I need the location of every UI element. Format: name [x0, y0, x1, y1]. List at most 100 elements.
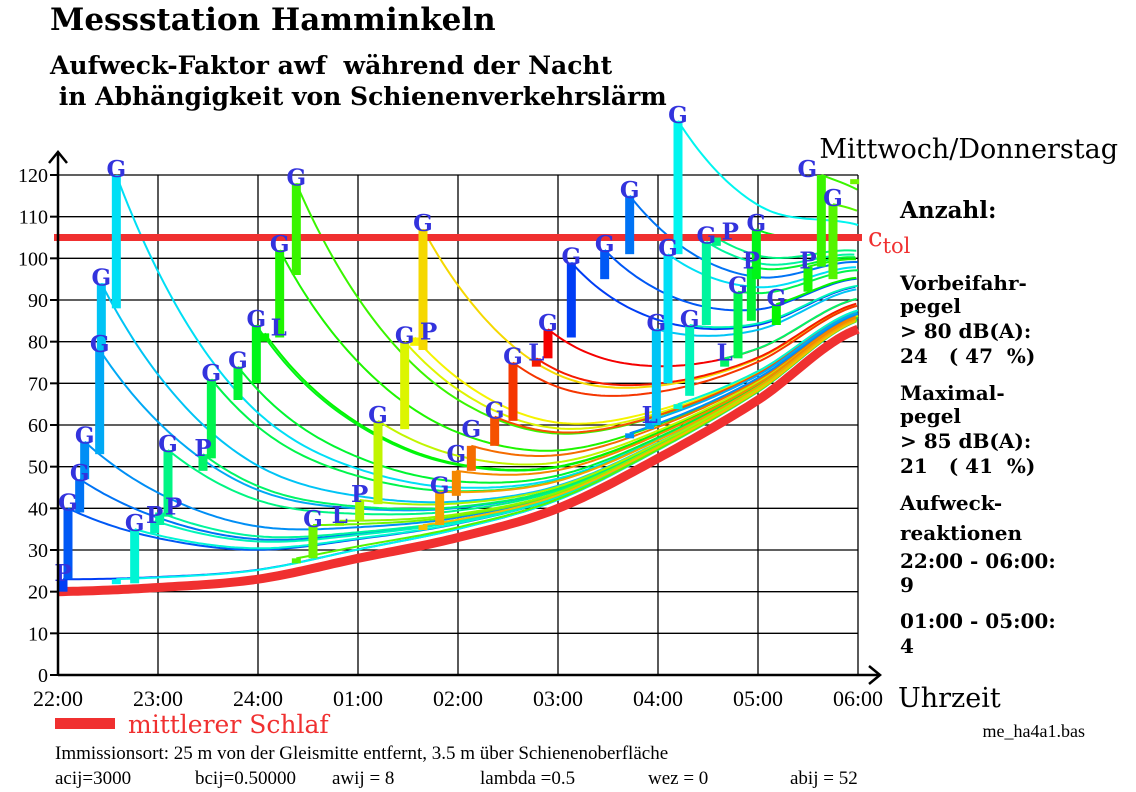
- event-label: G: [767, 285, 787, 312]
- event-bar: [198, 454, 208, 471]
- event-bar: [80, 441, 90, 480]
- decay-curve: [439, 318, 857, 494]
- event-label: P: [165, 494, 182, 521]
- event-label: G: [562, 244, 582, 271]
- decay-curve: [737, 269, 859, 295]
- event-label: L: [642, 402, 658, 429]
- event-label: G: [798, 156, 818, 183]
- event-label: G: [823, 185, 843, 212]
- event-label: G: [430, 473, 450, 500]
- event-bar: [58, 579, 68, 592]
- y-tick-label: 100: [18, 248, 48, 270]
- event-label: G: [303, 506, 323, 533]
- event-bar: [410, 337, 420, 346]
- event-label: G: [668, 102, 688, 129]
- side-panel-line: 9: [900, 573, 914, 597]
- x-tick-label: 22:00: [33, 686, 83, 711]
- event-bar: [751, 229, 761, 280]
- side-panel-line: reaktionen: [900, 521, 1023, 545]
- y-tick-label: 90: [28, 290, 48, 312]
- decay-curve: [512, 304, 858, 397]
- ctol-sub: tol: [883, 234, 911, 258]
- ctol-label: ctol: [868, 223, 911, 258]
- event-bar: [233, 366, 243, 400]
- footer-param: lambda =0.5: [480, 768, 575, 789]
- event-bar: [771, 304, 781, 325]
- event-bar: [96, 283, 106, 350]
- decay-curve: [403, 310, 858, 430]
- event-label: P: [722, 219, 739, 246]
- event-bar: [291, 558, 301, 564]
- event-bar: [291, 183, 301, 275]
- event-bar: [435, 491, 445, 525]
- event-bar: [663, 254, 673, 384]
- side-panel-line: > 80 dB(A):: [900, 319, 1031, 343]
- event-label: G: [503, 344, 523, 371]
- event-label: G: [680, 306, 700, 333]
- x-tick-label: 23:00: [133, 686, 183, 711]
- event-label: G: [90, 331, 110, 358]
- decay-curve: [535, 302, 857, 387]
- event-bar: [600, 250, 610, 280]
- x-tick-label: 04:00: [633, 686, 683, 711]
- event-bar: [111, 175, 121, 309]
- event-bar: [373, 420, 383, 505]
- event-bar: [335, 520, 345, 526]
- footer-param: wez = 0: [648, 768, 708, 789]
- event-label: G: [125, 510, 145, 537]
- event-bar: [720, 358, 730, 367]
- event-bar: [625, 195, 635, 255]
- event-label: G: [75, 423, 95, 450]
- event-bar: [466, 445, 476, 471]
- event-bar: [130, 529, 140, 584]
- event-label: P: [799, 248, 816, 275]
- event-label: G: [247, 306, 267, 333]
- event-bar: [275, 250, 285, 338]
- x-tick-label: 02:00: [433, 686, 483, 711]
- side-panel-stats: Vorbeifahr-pegel> 80 dB(A):24 ( 47 %)Max…: [899, 271, 1056, 658]
- x-tick-label: 05:00: [733, 686, 783, 711]
- event-label: L: [717, 339, 733, 366]
- decay-curve: [629, 312, 859, 435]
- decay-curve: [456, 316, 857, 476]
- event-bar: [746, 266, 756, 321]
- event-bar: [673, 120, 683, 255]
- decay-curve: [377, 314, 859, 466]
- event-label: G: [647, 310, 667, 337]
- x-axis-ticks: 22:00 23:00 24:00 01:00 02:00 03:00 04:00 05:00…: [33, 686, 883, 711]
- event-label: G: [395, 323, 415, 350]
- decay-curve: [677, 120, 859, 226]
- event-bar: [251, 325, 261, 384]
- event-bar: [260, 333, 270, 342]
- event-label: G: [228, 348, 248, 375]
- event-bar: [701, 241, 711, 325]
- ctol-main: c: [868, 223, 883, 253]
- event-label: G: [697, 223, 717, 250]
- event-bar: [355, 500, 365, 521]
- y-tick-label: 80: [28, 332, 48, 354]
- mean-sleep-line: [57, 324, 860, 597]
- chart-title: Messstation Hamminkeln: [50, 2, 496, 38]
- grid: [58, 174, 859, 675]
- event-bar: [163, 450, 173, 517]
- side-panel-line: pegel: [900, 404, 961, 428]
- decay-curve: [677, 309, 859, 406]
- side-panel-line: pegel: [900, 294, 961, 318]
- event-bar: [490, 416, 500, 446]
- event-bar: [451, 470, 461, 496]
- decay-curve: [776, 276, 857, 306]
- event-bar: [111, 579, 121, 585]
- event-label: G: [58, 489, 78, 516]
- y-tick-label: 10: [28, 623, 48, 645]
- side-panel-line: Vorbeifahr-: [899, 271, 1027, 295]
- decay-curve: [724, 297, 857, 360]
- legend-label: mittlerer Schlaf: [128, 710, 330, 739]
- event-label: G: [287, 164, 307, 191]
- x-axis-arrow-icon: [868, 665, 882, 685]
- y-tick-label: 0: [38, 665, 48, 687]
- y-tick-label: 120: [18, 165, 48, 187]
- event-label: G: [158, 431, 178, 458]
- decay-curve: [471, 314, 856, 457]
